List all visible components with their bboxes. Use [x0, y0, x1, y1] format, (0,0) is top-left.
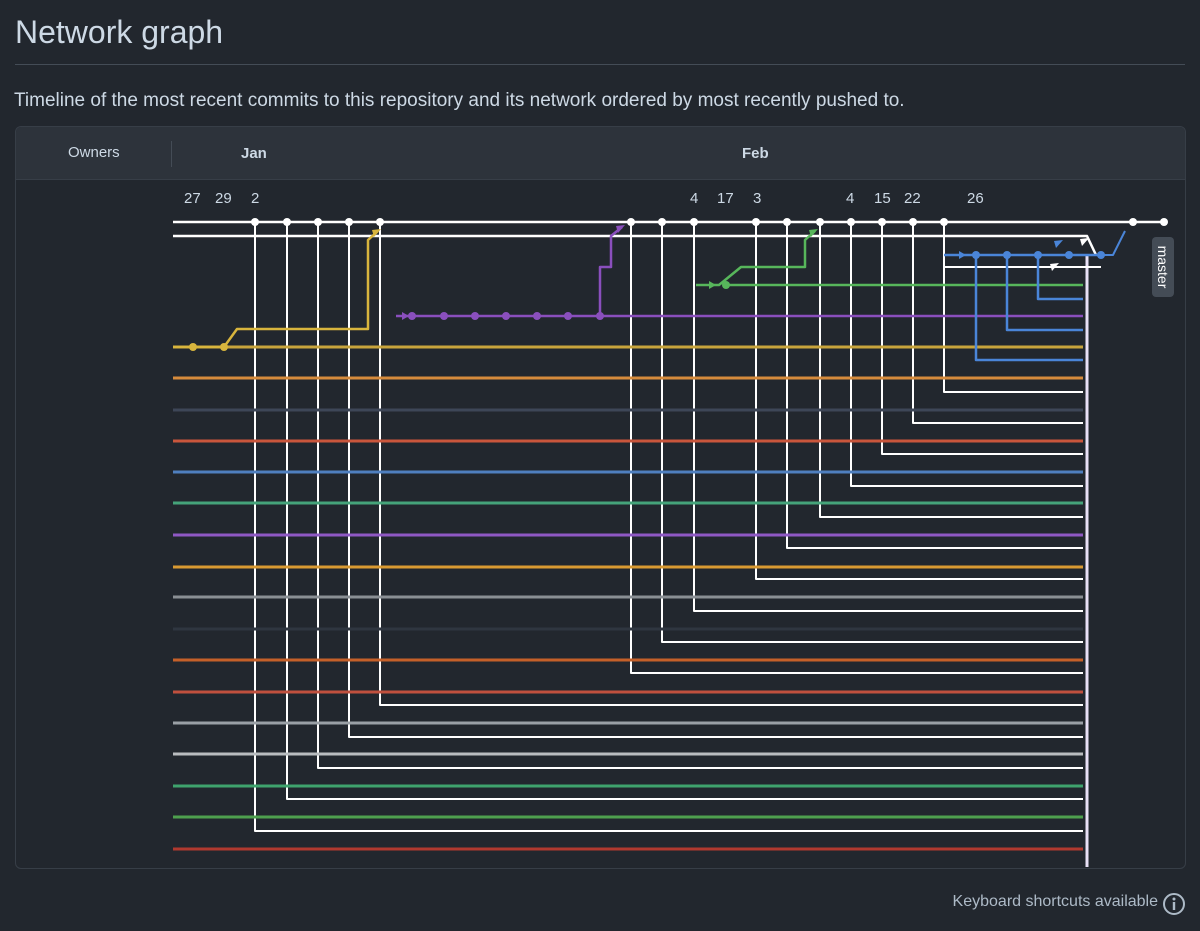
day-label: 4 — [690, 190, 698, 207]
page-title: Network graph — [15, 14, 224, 50]
commit-dot[interactable] — [658, 218, 666, 226]
master-branch-tag[interactable]: master — [1152, 237, 1174, 297]
purple-feature-line — [396, 226, 623, 318]
day-label: 4 — [846, 190, 854, 207]
graph-header: Owners Jan Feb — [16, 127, 1185, 180]
day-labels: 27 29 2 4 17 3 4 15 22 26 — [184, 190, 984, 207]
fork-branch-line — [943, 222, 1083, 393]
day-label: 26 — [967, 190, 984, 207]
commit-dot[interactable] — [314, 218, 322, 226]
keyboard-shortcuts-label[interactable]: Keyboard shortcuts available — [952, 893, 1158, 910]
fork-branch-line — [254, 222, 1083, 832]
commit-dot[interactable] — [564, 312, 572, 320]
commit-dot[interactable] — [283, 218, 291, 226]
network-graph-canvas[interactable]: 27 29 2 4 17 3 4 15 22 26 master — [16, 127, 1185, 868]
commit-dot[interactable] — [502, 312, 510, 320]
commit-dot[interactable] — [627, 218, 635, 226]
commit-dot[interactable] — [816, 218, 824, 226]
commit-dot[interactable] — [345, 218, 353, 226]
commit-dot[interactable] — [1034, 251, 1042, 259]
day-label: 22 — [904, 190, 921, 207]
fork-branch-line — [661, 222, 1083, 643]
merge-arrow — [402, 312, 409, 320]
merge-arrow — [959, 251, 966, 259]
commit-dot[interactable] — [1003, 251, 1011, 259]
merge-arrow — [809, 229, 818, 237]
merge-arrow — [1080, 238, 1089, 246]
month-label-jan: Jan — [241, 145, 267, 162]
fork-branch-line — [881, 222, 1083, 455]
blue-sub-branch — [1036, 255, 1083, 301]
network-graph-panel[interactable]: Owners Jan Feb 27 29 2 4 17 3 4 15 22 26… — [15, 126, 1186, 869]
fork-branch-line — [379, 222, 1083, 706]
fork-branch-line — [630, 222, 1083, 674]
title-divider — [15, 64, 1185, 65]
commit-dot[interactable] — [972, 251, 980, 259]
fork-branch-line — [850, 222, 1083, 487]
day-label: 3 — [753, 190, 761, 207]
commit-dot[interactable] — [376, 218, 384, 226]
commit-dot[interactable] — [1129, 218, 1137, 226]
page-description: Timeline of the most recent commits to t… — [14, 90, 905, 111]
commit-dot[interactable] — [408, 312, 416, 320]
month-label-feb: Feb — [742, 145, 769, 162]
master-tag-background — [1152, 237, 1174, 297]
day-label: 15 — [874, 190, 891, 207]
graph-lines — [173, 220, 1164, 867]
owners-divider — [171, 141, 172, 167]
commit-dot[interactable] — [752, 218, 760, 226]
commit-dot[interactable] — [440, 312, 448, 320]
commit-dot[interactable] — [596, 312, 604, 320]
master-tag-label: master — [1155, 246, 1171, 289]
merge-arrow — [372, 229, 381, 237]
day-label: 17 — [717, 190, 734, 207]
merge-arrow — [1054, 240, 1063, 248]
commit-dot[interactable] — [722, 281, 730, 289]
day-label: 29 — [215, 190, 232, 207]
commit-dot[interactable] — [940, 218, 948, 226]
commit-dot[interactable] — [471, 312, 479, 320]
merge-arrow — [709, 281, 716, 289]
commit-dot[interactable] — [878, 218, 886, 226]
master-secondary-line — [173, 234, 1098, 256]
info-icon[interactable] — [1162, 892, 1186, 916]
fork-branch-line — [348, 222, 1083, 738]
commit-dot[interactable] — [847, 218, 855, 226]
commit-dot[interactable] — [690, 218, 698, 226]
owners-label: Owners — [68, 144, 120, 161]
commit-dot[interactable] — [189, 343, 197, 351]
commit-dot[interactable] — [220, 343, 228, 351]
commit-dot[interactable] — [533, 312, 541, 320]
day-label: 2 — [251, 190, 259, 207]
merge-arrow — [1050, 263, 1059, 271]
fork-branch-line — [819, 222, 1083, 518]
fork-branch-line — [317, 222, 1083, 769]
commit-dot[interactable] — [251, 218, 259, 226]
commit-dot[interactable] — [1097, 251, 1105, 259]
blue-sub-branch — [1005, 255, 1083, 332]
fork-branch-line — [786, 222, 1083, 549]
day-label: 27 — [184, 190, 201, 207]
commit-dot[interactable] — [909, 218, 917, 226]
commit-dots[interactable] — [189, 218, 1168, 351]
commit-dot[interactable] — [783, 218, 791, 226]
commit-dot[interactable] — [1160, 218, 1168, 226]
merge-arrow — [616, 225, 625, 233]
fork-branch-line — [755, 222, 1083, 580]
fork-branch-line — [693, 222, 1083, 612]
fork-branch-line — [286, 222, 1083, 800]
commit-dot[interactable] — [1065, 251, 1073, 259]
yellow-feature-line — [173, 230, 379, 349]
blue-sub-branch — [974, 255, 1083, 362]
fork-branch-line — [912, 222, 1083, 424]
